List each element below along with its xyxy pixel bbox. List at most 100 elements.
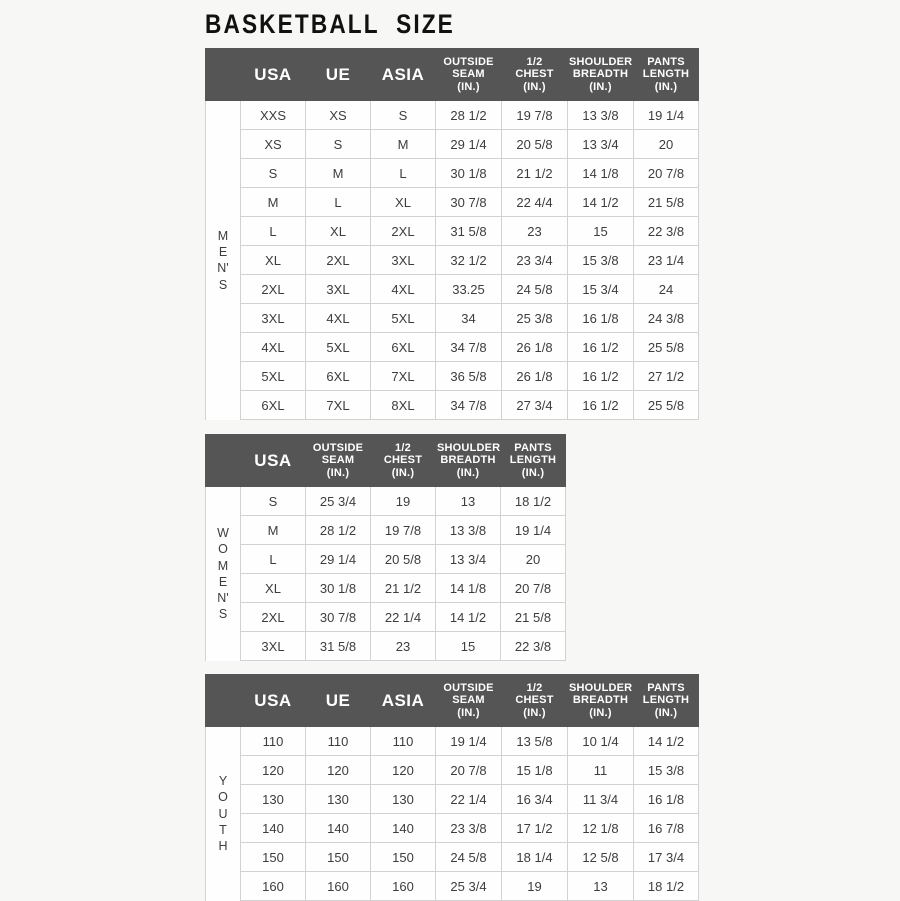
category-label-letter: N' xyxy=(217,591,229,605)
header-pants-length-unit: (IN.) xyxy=(521,466,545,479)
header-corner xyxy=(205,434,241,487)
cell-1-2-chest-in: 17 1/2 xyxy=(501,813,568,843)
table-row: 2XL 30 7/8 22 1/4 14 1/2 21 5/8 xyxy=(206,602,566,632)
header-half-chest-unit: (IN.) xyxy=(391,466,415,479)
cell-1-2-chest-in: 19 xyxy=(370,486,436,516)
header-corner xyxy=(205,48,241,101)
cell-usa: 150 xyxy=(240,842,306,872)
table-row: 140 140 140 23 3/8 17 1/2 12 1/8 16 7/8 xyxy=(206,813,699,843)
cell-ue: S xyxy=(305,129,371,159)
cell-1-2-chest-in: 27 3/4 xyxy=(501,390,568,420)
cell-usa: XL xyxy=(240,573,306,603)
cell-shoulder-breadth-in: 14 1/8 xyxy=(435,573,501,603)
header-outside-seam-line2: SEAM xyxy=(452,694,485,707)
table-row: XL 30 1/8 21 1/2 14 1/8 20 7/8 xyxy=(206,573,566,603)
category-label-letter: O xyxy=(218,790,228,805)
cell-1-2-chest-in: 19 7/8 xyxy=(370,515,436,545)
header-pants-length-line2: LENGTH xyxy=(642,68,690,81)
cell-outside-seam-in: 23 3/8 xyxy=(435,813,502,843)
cell-usa: 140 xyxy=(240,813,306,843)
cell-pants-length-in: 19 1/4 xyxy=(500,515,566,545)
header-pants-length-line1: PANTS xyxy=(514,442,552,455)
cell-ue: L xyxy=(305,187,371,217)
category-label-letter: U xyxy=(218,806,228,821)
cell-asia: 150 xyxy=(370,842,436,872)
header-shoulder-breadth-line1: SHOULDER xyxy=(569,682,633,695)
cell-ue: 3XL xyxy=(305,274,371,304)
table-row: 4XL 5XL 6XL 34 7/8 26 1/8 16 1/2 25 5/8 xyxy=(206,332,699,362)
cell-1-2-chest-in: 22 4/4 xyxy=(501,187,568,217)
cell-shoulder-breadth-in: 14 1/8 xyxy=(567,158,634,188)
cell-usa: 3XL xyxy=(240,631,306,661)
cell-shoulder-breadth-in: 13 xyxy=(567,871,634,901)
cell-usa: S xyxy=(240,158,306,188)
header-half-chest: 1/2 CHEST (IN.) xyxy=(501,674,568,727)
cell-ue: 7XL xyxy=(305,390,371,420)
header-shoulder-breadth: SHOULDER BREADTH (IN.) xyxy=(567,48,634,101)
cell-ue: 6XL xyxy=(305,361,371,391)
cell-outside-seam-in: 28 1/2 xyxy=(305,515,371,545)
header-shoulder-breadth-unit: (IN.) xyxy=(589,706,612,719)
cell-1-2-chest-in: 13 5/8 xyxy=(501,726,568,756)
cell-asia: 5XL xyxy=(370,303,436,333)
cell-pants-length-in: 27 1/2 xyxy=(633,361,699,391)
cell-ue: XL xyxy=(305,216,371,246)
cell-outside-seam-in: 25 3/4 xyxy=(435,871,502,901)
header-shoulder-breadth-line1: SHOULDER xyxy=(437,442,501,455)
table-row: XL 2XL 3XL 32 1/2 23 3/4 15 3/8 23 1/4 xyxy=(206,245,699,275)
header-pants-length-line1: PANTS xyxy=(647,56,685,69)
category-label-letter: T xyxy=(219,822,227,837)
cell-outside-seam-in: 30 1/8 xyxy=(435,158,502,188)
cell-shoulder-breadth-in: 12 5/8 xyxy=(567,842,634,872)
cell-outside-seam-in: 22 1/4 xyxy=(435,784,502,814)
category-label-letter: E xyxy=(218,245,228,259)
header-usa: USA xyxy=(240,434,306,487)
table-row: L XL 2XL 31 5/8 23 15 22 3/8 xyxy=(206,216,699,246)
cell-1-2-chest-in: 19 7/8 xyxy=(501,100,568,130)
category-label-stack: W O M E N' S xyxy=(206,525,240,623)
cell-pants-length-in: 20 xyxy=(633,129,699,159)
header-ue: UE xyxy=(305,674,371,727)
cell-1-2-chest-in: 26 1/8 xyxy=(501,361,568,391)
category-label-letter: S xyxy=(218,277,228,292)
header-shoulder-breadth-line2: BREADTH xyxy=(440,454,496,467)
cell-asia: 120 xyxy=(370,755,436,785)
cell-pants-length-in: 16 7/8 xyxy=(633,813,699,843)
cell-asia: 7XL xyxy=(370,361,436,391)
cell-1-2-chest-in: 23 3/4 xyxy=(501,245,568,275)
table-row: 6XL 7XL 8XL 34 7/8 27 3/4 16 1/2 25 5/8 xyxy=(206,390,699,420)
cell-shoulder-breadth-in: 16 1/2 xyxy=(567,332,634,362)
cell-asia: XL xyxy=(370,187,436,217)
header-usa: USA xyxy=(240,48,306,101)
cell-outside-seam-in: 32 1/2 xyxy=(435,245,502,275)
cell-asia: 8XL xyxy=(370,390,436,420)
category-label-letter: Y xyxy=(218,774,228,789)
table-row: 120 120 120 20 7/8 15 1/8 11 15 3/8 xyxy=(206,755,699,785)
cell-asia: 110 xyxy=(370,726,436,756)
cell-outside-seam-in: 19 1/4 xyxy=(435,726,502,756)
table-row: L 29 1/4 20 5/8 13 3/4 20 xyxy=(206,544,566,574)
category-label-letter: N' xyxy=(217,261,229,276)
header-ue: UE xyxy=(305,48,371,101)
cell-outside-seam-in: 34 xyxy=(435,303,502,333)
header-outside-seam-line2: SEAM xyxy=(452,68,485,81)
header-outside-seam-line1: OUTSIDE xyxy=(312,442,364,455)
cell-outside-seam-in: 34 7/8 xyxy=(435,390,502,420)
header-half-chest-line1: 1/2 xyxy=(526,56,543,69)
cell-ue: XS xyxy=(305,100,371,130)
table-row: 160 160 160 25 3/4 19 13 18 1/2 xyxy=(206,871,699,901)
cell-ue: 2XL xyxy=(305,245,371,275)
cell-shoulder-breadth-in: 13 3/8 xyxy=(567,100,634,130)
mens-table-header: USA UE ASIA OUTSIDE SEAM (IN.) 1/2 CHEST… xyxy=(205,48,699,101)
table-row: M E N' S XXS XS S 28 1/2 19 7/8 13 3/8 19 1/4 xyxy=(205,100,699,420)
cell-outside-seam-in: 30 7/8 xyxy=(305,602,371,632)
header-outside-seam: OUTSIDE SEAM (IN.) xyxy=(435,48,502,101)
cell-pants-length-in: 21 5/8 xyxy=(633,187,699,217)
cell-shoulder-breadth-in: 15 xyxy=(435,631,501,661)
cell-pants-length-in: 25 5/8 xyxy=(633,390,699,420)
header-outside-seam-unit: (IN.) xyxy=(457,706,480,719)
youth-table-header: USA UE ASIA OUTSIDE SEAM (IN.) 1/2 CHEST… xyxy=(205,674,699,727)
cell-pants-length-in: 25 5/8 xyxy=(633,332,699,362)
table-row: 3XL 31 5/8 23 15 22 3/8 xyxy=(206,631,566,661)
